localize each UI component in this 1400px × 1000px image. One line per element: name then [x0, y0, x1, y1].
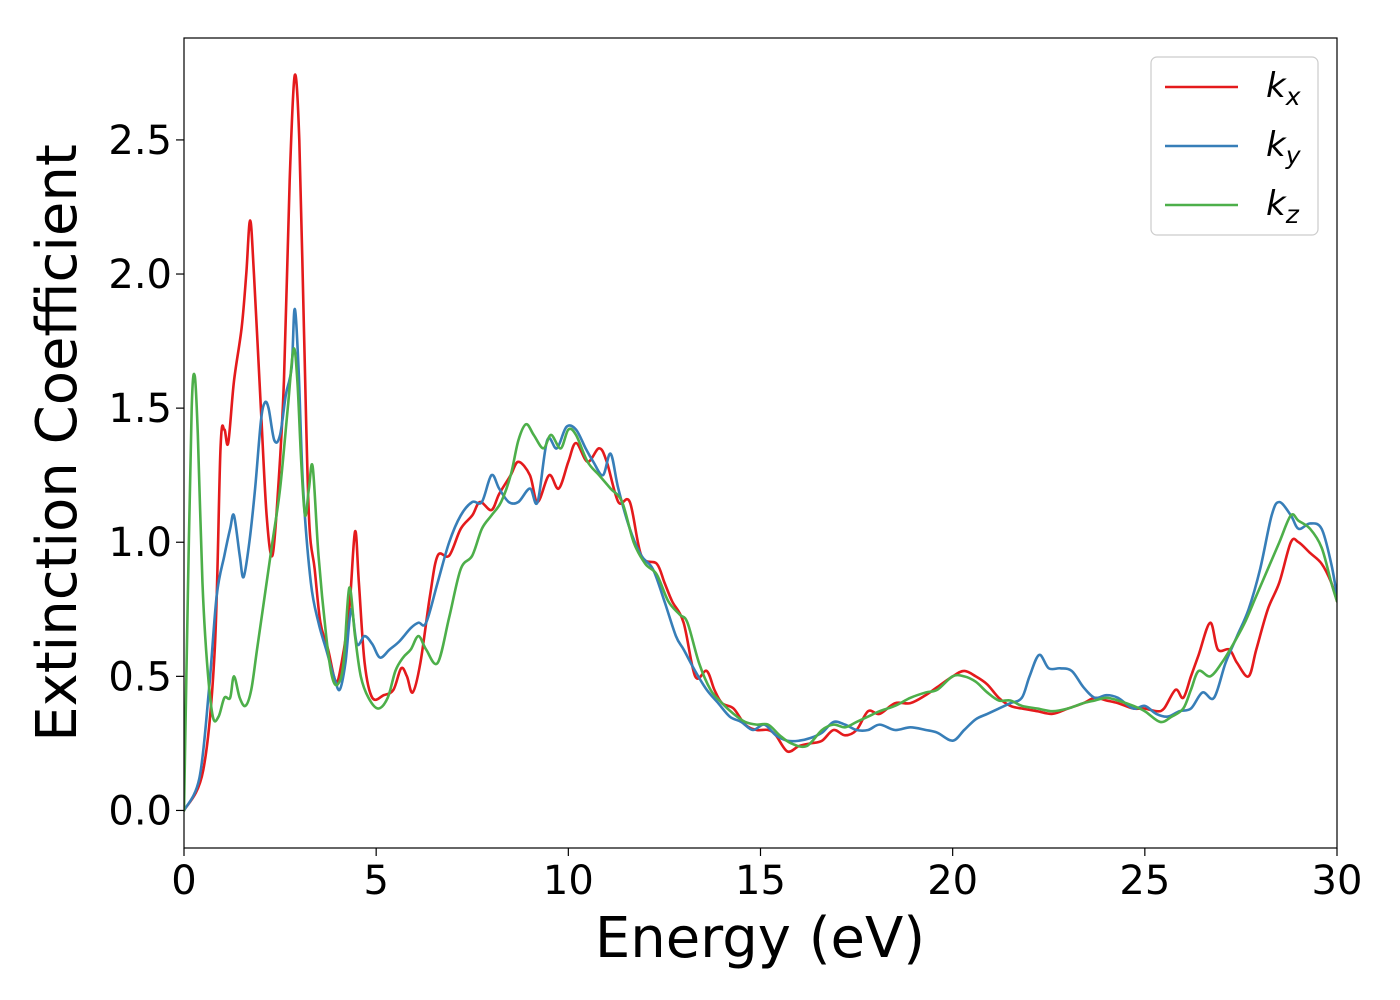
x-tick-label: 15 [735, 858, 786, 904]
y-tick-label: 0.0 [108, 788, 172, 834]
y-axis: 0.0 0.5 1.0 1.5 2.0 2.5 [108, 118, 184, 834]
x-tick-label: 25 [1119, 858, 1170, 904]
x-axis: 0 5 10 15 20 25 30 [171, 848, 1362, 904]
series-line-z [184, 347, 1337, 812]
plot-background [184, 38, 1337, 848]
x-tick-label: 0 [171, 858, 196, 904]
y-tick-label: 1.5 [108, 386, 172, 432]
y-tick-label: 2.0 [108, 252, 172, 298]
y-tick-label: 2.5 [108, 118, 172, 164]
y-tick-label: 1.0 [108, 520, 172, 566]
x-axis-title: Energy (eV) [595, 906, 925, 971]
x-tick-label: 30 [1312, 858, 1363, 904]
y-axis-title: Extinction Coefficient [25, 144, 90, 742]
x-tick-label: 10 [543, 858, 594, 904]
y-tick-label: 0.5 [108, 654, 172, 700]
series-layer [184, 73, 1337, 812]
x-tick-label: 5 [363, 858, 388, 904]
x-tick-label: 20 [927, 858, 978, 904]
